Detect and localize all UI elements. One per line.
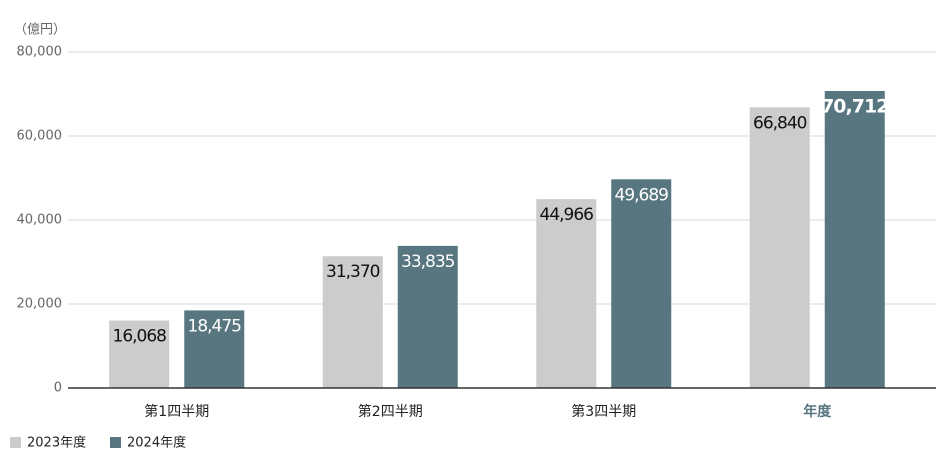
bar [184,310,245,388]
legend-label: 2023年度 [27,435,86,451]
value-label: 70,712 [821,96,888,118]
value-label: 18,475 [188,316,242,336]
x-tick-label: 年度 [803,403,832,420]
y-tick-label: 80,000 [17,45,63,60]
y-tick-label: 40,000 [17,213,63,228]
x-tick-label: 第1四半期 [144,403,209,420]
value-label: 33,835 [401,252,455,272]
bar [749,107,810,388]
bar [536,199,597,388]
y-tick-label: 0 [54,381,62,396]
value-label: 16,068 [113,327,167,347]
bar [397,245,458,388]
value-label: 66,840 [753,113,807,133]
y-tick-label: 20,000 [17,297,63,312]
legend-swatch [10,437,21,448]
x-tick-label: 第2四半期 [358,403,423,420]
value-label: 49,689 [615,185,669,205]
legend-swatch [110,437,121,448]
y-tick-label: 60,000 [17,129,63,144]
legend-label: 2024年度 [127,435,186,451]
y-axis-label: （億円） [14,22,66,38]
x-tick-label: 第3四半期 [571,403,636,420]
bar [322,256,383,388]
bar [109,320,170,388]
bar [611,179,672,388]
value-label: 44,966 [540,205,594,225]
value-label: 31,370 [326,262,380,282]
bar [824,91,885,389]
